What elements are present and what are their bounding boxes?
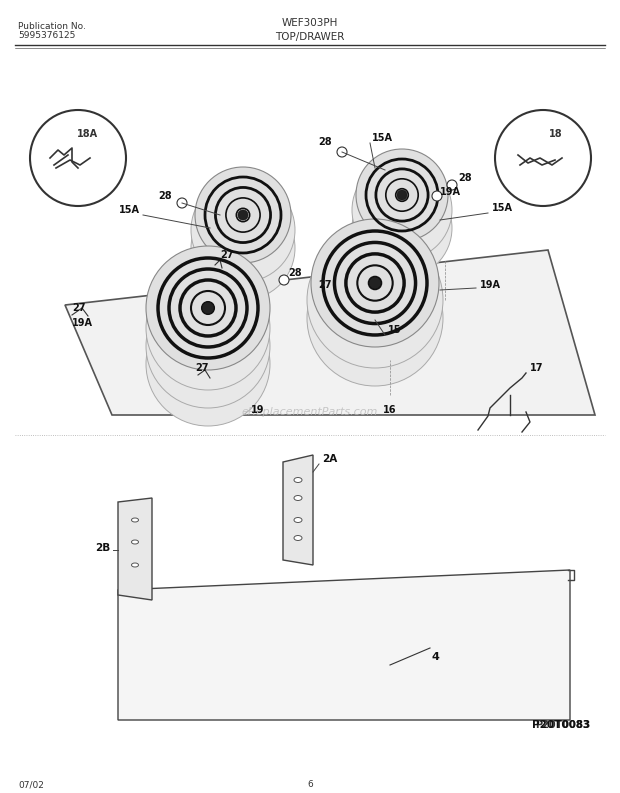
Text: 17: 17: [530, 363, 544, 373]
Circle shape: [146, 302, 270, 426]
Text: 6: 6: [307, 780, 313, 789]
Text: 18: 18: [549, 129, 563, 139]
Circle shape: [352, 178, 452, 278]
Text: P20T0083: P20T0083: [531, 720, 590, 730]
Circle shape: [432, 191, 442, 201]
Text: 19: 19: [251, 405, 265, 415]
Circle shape: [202, 302, 214, 314]
Circle shape: [146, 284, 270, 408]
Text: P20T0083: P20T0083: [536, 720, 590, 730]
Ellipse shape: [131, 518, 138, 522]
Text: 19A: 19A: [480, 280, 501, 290]
Ellipse shape: [131, 540, 138, 544]
Circle shape: [201, 321, 215, 335]
Text: 07/02: 07/02: [18, 780, 44, 789]
Circle shape: [368, 293, 382, 307]
Text: 28: 28: [158, 191, 172, 201]
Text: 28: 28: [319, 137, 332, 147]
Polygon shape: [65, 250, 595, 415]
Text: 27: 27: [195, 363, 208, 373]
Circle shape: [369, 277, 381, 289]
Text: 27: 27: [318, 280, 332, 290]
Text: 15A: 15A: [119, 205, 140, 215]
Text: WEF303PH: WEF303PH: [282, 18, 338, 28]
Ellipse shape: [294, 518, 302, 523]
Text: 15: 15: [388, 325, 402, 335]
Text: 2A: 2A: [322, 454, 337, 464]
Circle shape: [395, 221, 409, 235]
Text: 15A: 15A: [492, 203, 513, 213]
Circle shape: [238, 210, 248, 220]
Text: 15A: 15A: [372, 133, 393, 143]
Circle shape: [201, 357, 215, 371]
Circle shape: [447, 180, 457, 190]
Text: 27: 27: [220, 250, 234, 260]
Circle shape: [201, 339, 215, 353]
Text: eReplacementParts.com: eReplacementParts.com: [242, 407, 378, 417]
Circle shape: [337, 147, 347, 157]
Circle shape: [307, 250, 443, 386]
Circle shape: [191, 178, 295, 282]
Circle shape: [195, 167, 291, 263]
Text: 2B: 2B: [95, 543, 110, 553]
Circle shape: [307, 232, 443, 368]
Ellipse shape: [294, 535, 302, 541]
Circle shape: [30, 110, 126, 206]
Polygon shape: [118, 498, 152, 600]
Text: 28: 28: [458, 173, 472, 183]
Circle shape: [495, 110, 591, 206]
Text: 18A: 18A: [78, 129, 99, 139]
Ellipse shape: [294, 477, 302, 482]
Text: 27: 27: [72, 303, 86, 313]
Circle shape: [236, 241, 250, 255]
Circle shape: [236, 223, 250, 237]
Circle shape: [397, 190, 407, 200]
Circle shape: [279, 275, 289, 285]
Polygon shape: [118, 570, 570, 720]
Text: 4: 4: [432, 652, 440, 662]
Text: 19A: 19A: [440, 187, 461, 197]
Circle shape: [356, 149, 448, 241]
Circle shape: [177, 198, 187, 208]
Text: 16: 16: [383, 405, 397, 415]
Circle shape: [352, 160, 452, 260]
Text: Publication No.: Publication No.: [18, 22, 86, 31]
Circle shape: [368, 311, 382, 325]
Circle shape: [191, 196, 295, 300]
Text: 28: 28: [288, 268, 301, 278]
Circle shape: [146, 266, 270, 390]
Circle shape: [146, 246, 270, 370]
Text: 5995376125: 5995376125: [18, 31, 76, 40]
Circle shape: [395, 203, 409, 217]
Text: TOP/DRAWER: TOP/DRAWER: [275, 32, 345, 42]
Text: 19A: 19A: [72, 318, 93, 328]
Polygon shape: [283, 455, 313, 565]
Ellipse shape: [131, 563, 138, 567]
Circle shape: [311, 219, 439, 347]
Ellipse shape: [294, 496, 302, 500]
